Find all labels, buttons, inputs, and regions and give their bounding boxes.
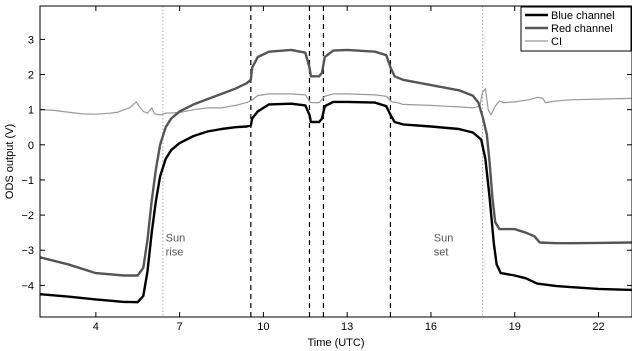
x-tick-label: 19 <box>509 321 521 333</box>
x-tick-label: 10 <box>257 321 269 333</box>
y-tick-label: −2 <box>21 210 34 222</box>
x-tick-label: 13 <box>341 321 353 333</box>
plot-frame <box>39 5 632 318</box>
y-tick-label: −3 <box>21 245 34 257</box>
legend-label: Red channel <box>551 23 613 35</box>
x-axis-title: Time (UTC) <box>307 337 364 349</box>
legend-label: Blue channel <box>551 10 615 22</box>
x-tick-label: 4 <box>93 321 99 333</box>
y-tick-label: 1 <box>28 105 34 117</box>
x-tick-label: 7 <box>177 321 183 333</box>
plot-area <box>40 6 632 317</box>
y-tick-label: −4 <box>21 280 34 292</box>
annotation-text: Sun <box>434 232 454 244</box>
series-group <box>39 48 632 304</box>
y-tick-label: 3 <box>28 34 34 46</box>
series-line-red-channel <box>39 48 632 277</box>
reference-lines <box>162 6 484 317</box>
x-tick-label: 22 <box>592 321 604 333</box>
annotation-text: Sun <box>166 232 186 244</box>
series-line-ci <box>39 88 632 116</box>
x-tick-label: 16 <box>425 321 437 333</box>
y-tick-label: 0 <box>28 140 34 152</box>
axes: 4 7 10 13 16 19 22 −4 −3 −2 −1 0 1 2 3 <box>21 6 632 333</box>
legend-label: CI <box>551 36 562 48</box>
annotations: Sun rise Sun set <box>166 232 454 258</box>
y-tick-label: −1 <box>21 175 34 187</box>
annotation-text: set <box>434 246 449 258</box>
annotation-text: rise <box>166 246 184 258</box>
series-line-blue-channel <box>39 100 632 304</box>
y-axis-title: ODS output (V) <box>4 124 16 199</box>
y-tick-label: 2 <box>28 70 34 82</box>
